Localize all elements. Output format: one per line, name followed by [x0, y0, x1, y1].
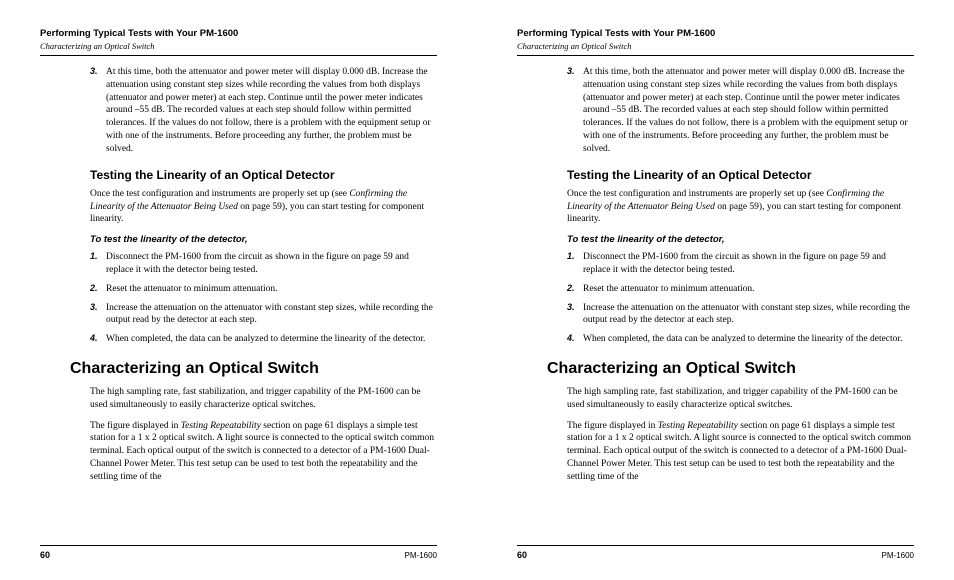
running-head-subtitle: Characterizing an Optical Switch — [517, 41, 914, 51]
list-item: 2. Reset the attenuator to minimum atten… — [90, 283, 437, 296]
header-rule — [517, 55, 914, 56]
step-text: At this time, both the attenuator and po… — [583, 66, 914, 156]
paragraph: The figure displayed in Testing Repeatab… — [90, 420, 437, 484]
step-text: Disconnect the PM-1600 from the circuit … — [583, 251, 914, 277]
text-run: Once the test configuration and instrume… — [90, 189, 349, 199]
paragraph: Once the test configuration and instrume… — [567, 188, 914, 226]
step-text: When completed, the data can be analyzed… — [583, 333, 902, 346]
procedure-title: To test the linearity of the detector, — [567, 234, 914, 245]
step-number: 3. — [567, 66, 583, 156]
step-number: 3. — [567, 302, 583, 328]
step-number: 1. — [90, 251, 106, 277]
list-item: 3. Increase the attenuation on the atten… — [567, 302, 914, 328]
list-item: 3. At this time, both the attenuator and… — [567, 66, 914, 156]
footer-model: PM-1600 — [882, 551, 914, 560]
list-item: 1. Disconnect the PM-1600 from the circu… — [567, 251, 914, 277]
list-item: 4. When completed, the data can be analy… — [90, 333, 437, 346]
page-number: 60 — [40, 550, 50, 560]
paragraph: The high sampling rate, fast stabilizati… — [90, 386, 437, 412]
running-head-title: Performing Typical Tests with Your PM-16… — [40, 28, 437, 39]
subheading-linearity: Testing the Linearity of an Optical Dete… — [90, 168, 437, 182]
list-item: 4. When completed, the data can be analy… — [567, 333, 914, 346]
step-number: 3. — [90, 302, 106, 328]
step-text: Increase the attenuation on the attenuat… — [106, 302, 437, 328]
step-text: When completed, the data can be analyzed… — [106, 333, 425, 346]
text-run: The figure displayed in — [90, 421, 181, 431]
running-head-title: Performing Typical Tests with Your PM-16… — [517, 28, 914, 39]
page-content: 3. At this time, both the attenuator and… — [40, 66, 437, 545]
list-item: 3. Increase the attenuation on the atten… — [90, 302, 437, 328]
header-rule — [40, 55, 437, 56]
step-text: Reset the attenuator to minimum attenuat… — [583, 283, 755, 296]
text-run: The figure displayed in — [567, 421, 658, 431]
step-text: Reset the attenuator to minimum attenuat… — [106, 283, 278, 296]
paragraph: Once the test configuration and instrume… — [90, 188, 437, 226]
step-number: 2. — [90, 283, 106, 296]
heading-switch: Characterizing an Optical Switch — [547, 360, 914, 378]
list-item: 2. Reset the attenuator to minimum atten… — [567, 283, 914, 296]
heading-switch: Characterizing an Optical Switch — [70, 360, 437, 378]
footer-model: PM-1600 — [405, 551, 437, 560]
step-number: 4. — [90, 333, 106, 346]
step-number: 3. — [90, 66, 106, 156]
list-item: 1. Disconnect the PM-1600 from the circu… — [90, 251, 437, 277]
step-text: Increase the attenuation on the attenuat… — [583, 302, 914, 328]
subheading-linearity: Testing the Linearity of an Optical Dete… — [567, 168, 914, 182]
step-number: 4. — [567, 333, 583, 346]
page-footer: 60 PM-1600 — [517, 545, 914, 560]
paragraph: The high sampling rate, fast stabilizati… — [567, 386, 914, 412]
step-number: 1. — [567, 251, 583, 277]
page-footer: 60 PM-1600 — [40, 545, 437, 560]
running-head-subtitle: Characterizing an Optical Switch — [40, 41, 437, 51]
step-number: 2. — [567, 283, 583, 296]
procedure-title: To test the linearity of the detector, — [90, 234, 437, 245]
list-item: 3. At this time, both the attenuator and… — [90, 66, 437, 156]
page-content: 3. At this time, both the attenuator and… — [517, 66, 914, 545]
step-text: Disconnect the PM-1600 from the circuit … — [106, 251, 437, 277]
text-run-italic: Testing Repeatability — [658, 421, 738, 431]
page-right: Performing Typical Tests with Your PM-16… — [477, 0, 954, 580]
text-run-italic: Testing Repeatability — [181, 421, 261, 431]
paragraph: The figure displayed in Testing Repeatab… — [567, 420, 914, 484]
step-text: At this time, both the attenuator and po… — [106, 66, 437, 156]
page-number: 60 — [517, 550, 527, 560]
text-run: Once the test configuration and instrume… — [567, 189, 826, 199]
page-left: Performing Typical Tests with Your PM-16… — [0, 0, 477, 580]
